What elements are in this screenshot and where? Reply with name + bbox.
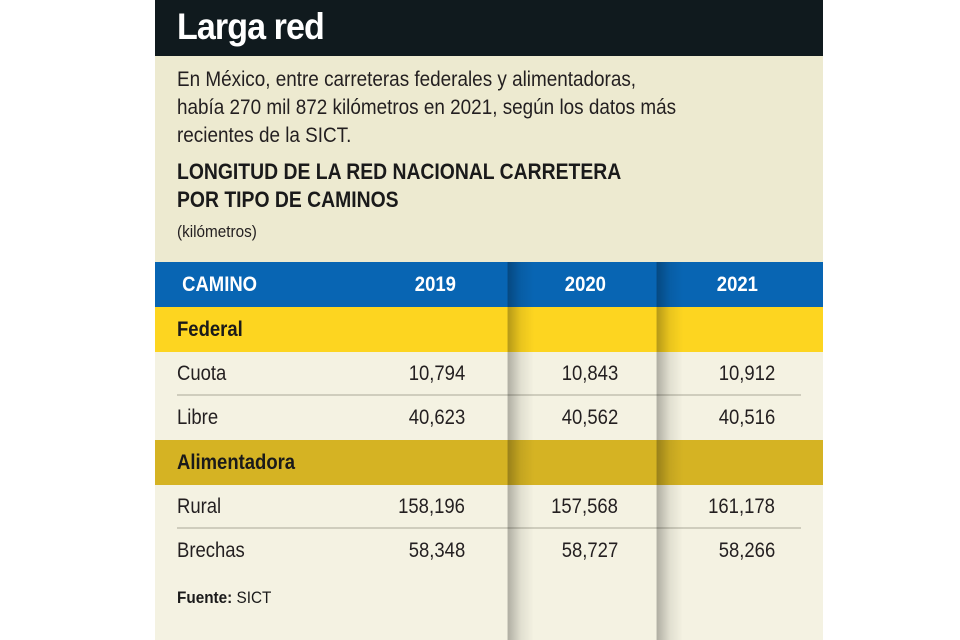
page-title: Larga red — [177, 6, 325, 47]
table-title-line: LONGITUD DE LA RED NACIONAL CARRETERA — [177, 159, 622, 184]
row-divider — [177, 394, 801, 396]
source-note: Fuente: SICT — [177, 588, 271, 608]
infographic-panel: Larga red En México, entre carreteras fe… — [155, 0, 823, 640]
cell-value: 40,623 — [408, 406, 465, 429]
row-label: Cuota — [177, 362, 227, 385]
cell-value: 10,912 — [718, 362, 775, 385]
cell-value: 158,196 — [398, 495, 465, 518]
intro-line: había 270 mil 872 kilómetros en 2021, se… — [177, 96, 677, 119]
header-bar: Larga red — [155, 0, 823, 56]
column-header-2020: 2020 — [564, 272, 606, 296]
cell-value: 10,794 — [408, 362, 465, 385]
intro-text: En México, entre carreteras federales y … — [177, 66, 681, 150]
units-label: (kilómetros) — [177, 222, 257, 241]
source-value: SICT — [236, 588, 272, 607]
column-header-2021: 2021 — [716, 272, 758, 296]
column-header-2019: 2019 — [414, 272, 456, 296]
row-label: Rural — [177, 495, 222, 518]
cell-value: 58,348 — [408, 539, 465, 562]
group-row-federal: Federal — [155, 307, 823, 352]
group-label: Alimentadora — [177, 450, 296, 474]
column-header-camino: CAMINO — [182, 272, 258, 296]
cell-value: 58,266 — [718, 539, 775, 562]
row-divider — [177, 527, 801, 529]
table-row: Brechas 58,348 58,727 58,266 — [155, 529, 823, 573]
row-label: Libre — [177, 406, 219, 429]
data-table: CAMINO 2019 2020 2021 Federal Cuota 10,7… — [155, 262, 823, 573]
intro-line: En México, entre carreteras federales y … — [177, 68, 637, 91]
intro-line: recientes de la SICT. — [177, 124, 352, 147]
row-label: Brechas — [177, 539, 245, 562]
group-row-alimentadora: Alimentadora — [155, 440, 823, 485]
group-label: Federal — [177, 317, 243, 341]
table-row: Cuota 10,794 10,843 10,912 — [155, 352, 823, 396]
cell-value: 161,178 — [708, 495, 775, 518]
table-header-row: CAMINO 2019 2020 2021 — [155, 262, 823, 307]
cell-value: 10,843 — [561, 362, 618, 385]
cell-value: 58,727 — [561, 539, 618, 562]
table-title: LONGITUD DE LA RED NACIONAL CARRETERA PO… — [177, 158, 621, 214]
column-divider — [507, 262, 508, 640]
table-row: Rural 158,196 157,568 161,178 — [155, 485, 823, 529]
column-divider — [656, 262, 657, 640]
cell-value: 157,568 — [551, 495, 618, 518]
intro-section: En México, entre carreteras federales y … — [155, 56, 823, 262]
cell-value: 40,516 — [718, 406, 775, 429]
source-label: Fuente: — [177, 588, 233, 607]
table-row: Libre 40,623 40,562 40,516 — [155, 396, 823, 440]
table-title-line: POR TIPO DE CAMINOS — [177, 187, 399, 212]
cell-value: 40,562 — [561, 406, 618, 429]
